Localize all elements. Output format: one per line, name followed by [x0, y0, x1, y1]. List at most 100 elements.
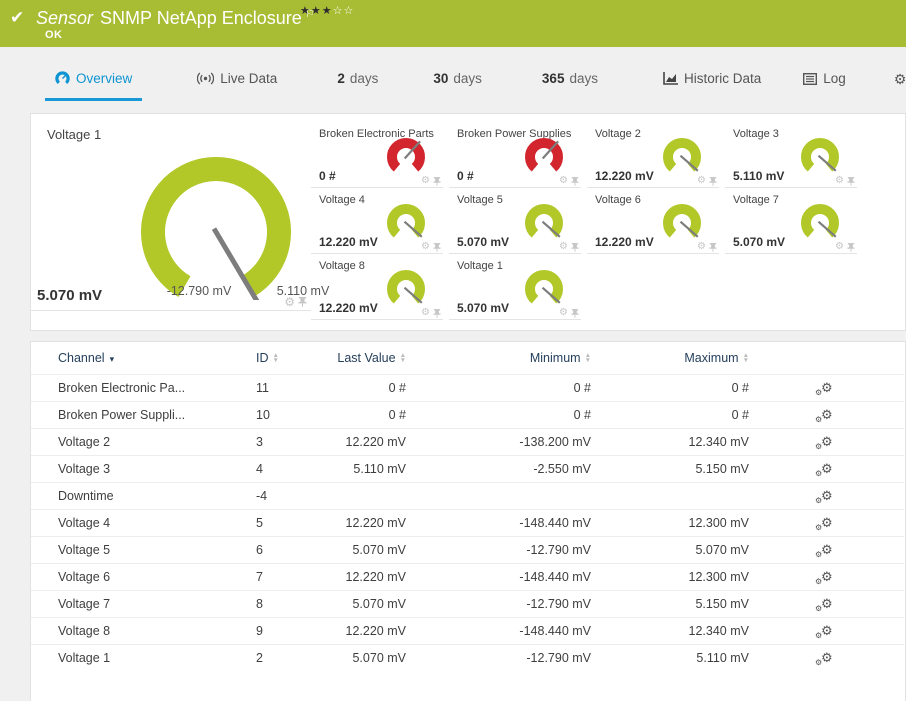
table-row-voltage-4[interactable]: Voltage 4 5 12.220 mV -148.440 mV 12.300 mV ⚙…	[31, 508, 904, 536]
cell-actions: ⚙ ⚙	[754, 481, 904, 509]
sort-icon[interactable]: ▲ ▼	[742, 352, 749, 365]
table-row-broken-power-suppli[interactable]: Broken Power Suppli... 10 0 #0 #0 # ⚙ ⚙	[31, 400, 904, 428]
tab-2-days[interactable]: 2 days	[327, 71, 388, 101]
status-badge: OK	[45, 29, 63, 41]
channel-settings-icon[interactable]: ⚙ ⚙	[815, 487, 833, 505]
star-filled-icon[interactable]: ★	[321, 5, 333, 17]
gauge-tile-broken-electronic-parts[interactable]: Broken Electronic Parts 0 # ⚙	[311, 126, 443, 188]
gauge-tile-voltage-3[interactable]: Voltage 3 5.110 mV ⚙	[725, 126, 857, 188]
channel-settings-icon[interactable]: ⚙ ⚙	[815, 595, 833, 613]
gauge-settings-icon[interactable]: ⚙	[559, 241, 568, 252]
column-header-id[interactable]: ID ▲ ▼	[251, 342, 311, 374]
channel-settings-icon[interactable]: ⚙ ⚙	[815, 541, 833, 559]
channel-settings-icon[interactable]: ⚙ ⚙	[815, 514, 833, 532]
gauge-pin-icon[interactable]	[709, 242, 717, 252]
tab-log[interactable]: Log	[793, 71, 856, 101]
channel-settings-icon[interactable]: ⚙ ⚙	[815, 406, 833, 424]
gauge-settings-icon[interactable]: ⚙	[559, 175, 568, 186]
table-row-voltage-2[interactable]: Voltage 2 3 12.220 mV -138.200 mV 12.340 mV ⚙…	[31, 427, 904, 455]
cell-last: 12.220 mV	[311, 562, 411, 590]
table-row-voltage-5[interactable]: Voltage 5 6 5.070 mV -12.790 mV 5.070 mV ⚙ ⚙	[31, 535, 904, 563]
gauge-pin-icon[interactable]	[847, 242, 855, 252]
cell-channel: Downtime	[31, 481, 251, 509]
gear-icon: ⚙	[893, 70, 906, 87]
tab-historic-data[interactable]: Historic Data	[653, 71, 771, 101]
gauge-title: Voltage 3	[733, 128, 779, 140]
column-header-maximum[interactable]: Maximum ▲ ▼	[596, 342, 754, 374]
table-row-voltage-8[interactable]: Voltage 8 9 12.220 mV -148.440 mV 12.340 mV ⚙…	[31, 616, 904, 644]
featured-gauge-tile[interactable]: Voltage 1 -12.790 mV 5.110 mV 5.070 mV ⚙	[31, 114, 329, 311]
sort-icon[interactable]: ▲ ▼	[399, 352, 406, 365]
gauge-tile-voltage-6[interactable]: Voltage 6 12.220 mV ⚙	[587, 192, 719, 254]
cell-id: 6	[251, 535, 311, 563]
cell-max: 0 #	[596, 373, 754, 401]
channel-settings-icon[interactable]: ⚙ ⚙	[815, 568, 833, 586]
star-empty-icon[interactable]: ☆	[332, 5, 344, 17]
cell-id: 8	[251, 589, 311, 617]
gauge-settings-icon[interactable]: ⚙	[421, 241, 430, 252]
column-header-channel[interactable]: Channel ▾	[31, 342, 251, 374]
sort-icon[interactable]: ▲ ▼	[584, 352, 591, 365]
gauge-tile-voltage-7[interactable]: Voltage 7 5.070 mV ⚙	[725, 192, 857, 254]
gauge-tile-voltage-8[interactable]: Voltage 8 12.220 mV ⚙	[311, 258, 443, 320]
star-filled-icon[interactable]: ★	[300, 5, 311, 17]
gauge-settings-icon[interactable]: ⚙	[559, 307, 568, 318]
featured-gauge	[141, 157, 291, 300]
star-filled-icon[interactable]: ★	[310, 5, 322, 17]
flag-icon[interactable]: ⚐	[304, 8, 315, 20]
tab-settings[interactable]: ⚙Settings	[884, 71, 906, 101]
gauge-pin-icon[interactable]	[433, 242, 441, 252]
cell-id: 3	[251, 427, 311, 455]
gauge-pin-icon[interactable]	[571, 242, 579, 252]
channel-settings-icon[interactable]: ⚙ ⚙	[815, 649, 833, 667]
gauge-settings-icon[interactable]: ⚙	[835, 175, 844, 186]
gauge-pin-icon[interactable]	[433, 308, 441, 318]
gauge-pin-icon[interactable]	[709, 176, 717, 186]
gauge-pin-icon[interactable]	[571, 308, 579, 318]
column-header-last-value[interactable]: Last Value ▲ ▼	[311, 342, 411, 374]
cell-id: 11	[251, 373, 311, 401]
gauge-pin-icon[interactable]	[571, 176, 579, 186]
priority-stars[interactable]: ★★★☆☆	[300, 4, 354, 17]
cell-min: 0 #	[411, 400, 596, 428]
sort-desc-icon[interactable]: ▾	[109, 353, 115, 364]
gauge-title: Voltage 5	[457, 194, 503, 206]
channel-settings-icon[interactable]: ⚙ ⚙	[815, 433, 833, 451]
tab-30-days[interactable]: 30 days	[423, 71, 492, 101]
gauge-pin-icon[interactable]	[847, 176, 855, 186]
gauge-settings-icon[interactable]: ⚙	[697, 175, 706, 186]
featured-gauge-min: -12.790 mV	[166, 284, 232, 298]
gauge-title: Voltage 2	[595, 128, 641, 140]
gauge-pin-icon[interactable]	[298, 297, 307, 307]
gauge-tile-voltage-4[interactable]: Voltage 4 12.220 mV ⚙	[311, 192, 443, 254]
table-row-voltage-7[interactable]: Voltage 7 8 5.070 mV -12.790 mV 5.150 mV ⚙ ⚙	[31, 589, 904, 617]
gauge-tile-voltage-1[interactable]: Voltage 1 5.070 mV ⚙	[449, 258, 581, 320]
gauge-tile-voltage-2[interactable]: Voltage 2 12.220 mV ⚙	[587, 126, 719, 188]
gauge-settings-icon[interactable]: ⚙	[421, 175, 430, 186]
table-row-downtime[interactable]: Downtime -4 ⚙ ⚙	[31, 481, 904, 509]
cell-actions: ⚙ ⚙	[754, 589, 904, 617]
gauge-value: 12.220 mV	[595, 235, 654, 249]
table-row-voltage-6[interactable]: Voltage 6 7 12.220 mV -148.440 mV 12.300 mV ⚙…	[31, 562, 904, 590]
tab-overview[interactable]: Overview	[45, 71, 143, 101]
table-row-broken-electronic-pa[interactable]: Broken Electronic Pa... 11 0 #0 #0 # ⚙ ⚙	[31, 373, 904, 401]
sort-icon[interactable]: ▲ ▼	[272, 352, 279, 365]
gauge-settings-icon[interactable]: ⚙	[284, 295, 295, 309]
column-header-minimum[interactable]: Minimum ▲ ▼	[411, 342, 596, 374]
gauge-tile-broken-power-supplies[interactable]: Broken Power Supplies 0 # ⚙	[449, 126, 581, 188]
tab-live-data[interactable]: Live Data	[187, 71, 287, 101]
gauge-settings-icon[interactable]: ⚙	[421, 307, 430, 318]
table-row-voltage-3[interactable]: Voltage 3 4 5.110 mV -2.550 mV 5.150 mV ⚙ ⚙	[31, 454, 904, 482]
channel-settings-icon[interactable]: ⚙ ⚙	[815, 460, 833, 478]
gauge-value: 12.220 mV	[319, 301, 378, 315]
gauge-tile-voltage-5[interactable]: Voltage 5 5.070 mV ⚙	[449, 192, 581, 254]
tab-365-days[interactable]: 365 days	[532, 71, 608, 101]
star-empty-icon[interactable]: ☆	[343, 5, 355, 17]
table-row-voltage-1[interactable]: Voltage 1 2 5.070 mV -12.790 mV 5.110 mV ⚙ ⚙	[31, 643, 904, 671]
gauge-settings-icon[interactable]: ⚙	[835, 241, 844, 252]
cell-last: 5.070 mV	[311, 535, 411, 563]
channel-settings-icon[interactable]: ⚙ ⚙	[815, 379, 833, 397]
gauge-pin-icon[interactable]	[433, 176, 441, 186]
channel-settings-icon[interactable]: ⚙ ⚙	[815, 622, 833, 640]
gauge-settings-icon[interactable]: ⚙	[697, 241, 706, 252]
